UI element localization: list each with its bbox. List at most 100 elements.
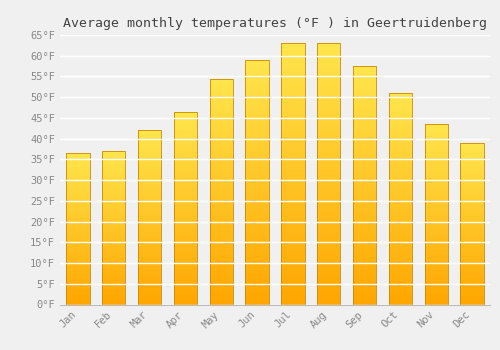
Bar: [424, 142, 448, 144]
Bar: [102, 241, 126, 243]
Bar: [317, 142, 340, 145]
Bar: [138, 270, 161, 271]
Bar: [282, 51, 304, 54]
Bar: [138, 155, 161, 156]
Bar: [138, 259, 161, 261]
Bar: [389, 290, 412, 292]
Bar: [66, 276, 90, 277]
Bar: [282, 132, 304, 135]
Bar: [282, 281, 304, 284]
Bar: [424, 146, 448, 148]
Bar: [317, 137, 340, 140]
Title: Average monthly temperatures (°F ) in Geertruidenberg: Average monthly temperatures (°F ) in Ge…: [63, 17, 487, 30]
Bar: [282, 43, 304, 46]
Bar: [246, 155, 268, 158]
Bar: [66, 248, 90, 250]
Bar: [210, 81, 233, 83]
Bar: [102, 275, 126, 277]
Bar: [138, 275, 161, 276]
Bar: [138, 292, 161, 294]
Bar: [317, 64, 340, 67]
Bar: [174, 237, 197, 239]
Bar: [389, 148, 412, 150]
Bar: [210, 149, 233, 151]
Bar: [460, 145, 483, 146]
Bar: [389, 97, 412, 99]
Bar: [282, 213, 304, 216]
Bar: [138, 244, 161, 245]
Bar: [66, 176, 90, 177]
Bar: [66, 196, 90, 197]
Bar: [246, 87, 268, 89]
Bar: [353, 228, 376, 231]
Bar: [102, 162, 126, 163]
Bar: [317, 218, 340, 221]
Bar: [389, 175, 412, 178]
Bar: [460, 296, 483, 298]
Bar: [460, 199, 483, 201]
Bar: [353, 147, 376, 149]
Bar: [353, 199, 376, 202]
Bar: [424, 167, 448, 169]
Bar: [210, 171, 233, 174]
Bar: [353, 123, 376, 126]
Bar: [424, 155, 448, 156]
Bar: [353, 88, 376, 90]
Bar: [282, 302, 304, 304]
Bar: [424, 131, 448, 133]
Bar: [174, 156, 197, 158]
Bar: [353, 166, 376, 169]
Bar: [389, 150, 412, 152]
Bar: [460, 143, 483, 304]
Bar: [66, 227, 90, 229]
Bar: [246, 180, 268, 182]
Bar: [460, 241, 483, 243]
Bar: [317, 286, 340, 289]
Bar: [424, 202, 448, 203]
Bar: [389, 254, 412, 256]
Bar: [174, 266, 197, 268]
Bar: [389, 95, 412, 97]
Bar: [66, 289, 90, 291]
Bar: [282, 260, 304, 263]
Bar: [353, 164, 376, 166]
Bar: [460, 196, 483, 198]
Bar: [424, 137, 448, 139]
Bar: [210, 121, 233, 124]
Bar: [138, 172, 161, 174]
Bar: [66, 155, 90, 156]
Bar: [282, 299, 304, 302]
Bar: [102, 234, 126, 236]
Bar: [174, 220, 197, 222]
Bar: [66, 177, 90, 179]
Bar: [424, 239, 448, 241]
Bar: [210, 214, 233, 216]
Bar: [353, 119, 376, 121]
Bar: [317, 119, 340, 122]
Bar: [353, 231, 376, 233]
Bar: [138, 144, 161, 146]
Bar: [424, 189, 448, 191]
Bar: [102, 222, 126, 223]
Bar: [353, 133, 376, 135]
Bar: [424, 153, 448, 155]
Bar: [174, 197, 197, 198]
Bar: [210, 182, 233, 185]
Bar: [460, 153, 483, 154]
Bar: [353, 278, 376, 281]
Bar: [174, 262, 197, 264]
Bar: [210, 153, 233, 155]
Bar: [353, 109, 376, 111]
Bar: [138, 223, 161, 224]
Bar: [138, 263, 161, 265]
Bar: [138, 177, 161, 179]
Bar: [210, 241, 233, 244]
Bar: [460, 158, 483, 159]
Bar: [102, 174, 126, 176]
Bar: [460, 267, 483, 269]
Bar: [66, 256, 90, 258]
Bar: [102, 179, 126, 180]
Bar: [424, 187, 448, 189]
Bar: [66, 229, 90, 230]
Bar: [210, 268, 233, 271]
